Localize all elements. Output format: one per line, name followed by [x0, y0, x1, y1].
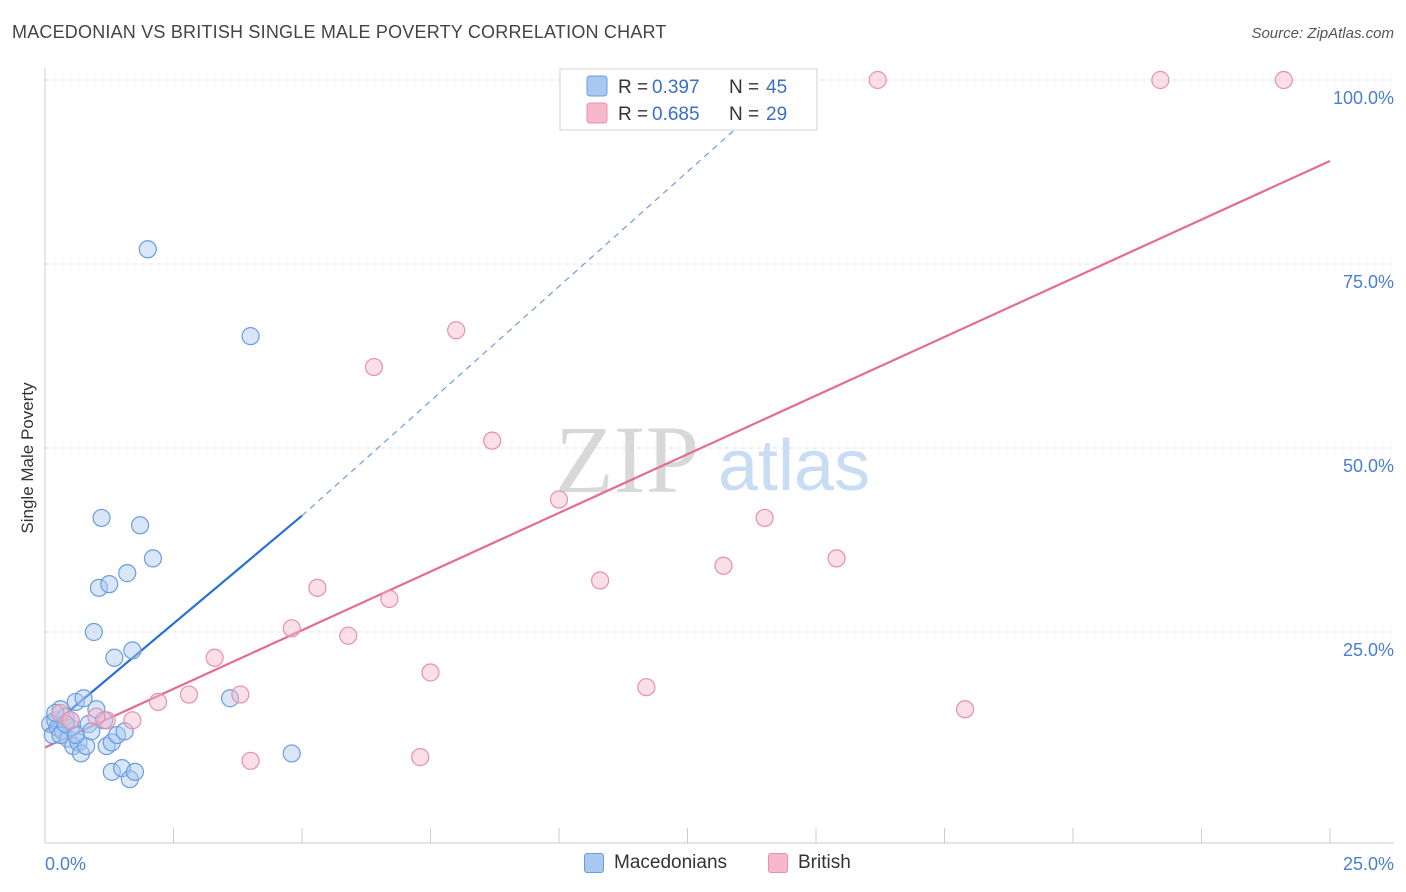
trend-lines	[44, 79, 1331, 749]
legend-r-value-1: 0.397	[652, 77, 700, 98]
legend-swatch-macedonians	[586, 75, 608, 97]
point-macedonians-20	[92, 508, 111, 528]
source-label: Source: ZipAtlas.com	[1251, 25, 1394, 42]
point-british-27	[1274, 70, 1293, 90]
point-british-6	[205, 648, 224, 667]
point-british-16	[447, 321, 466, 340]
point-british-15	[421, 663, 440, 682]
legend-r-value-2: 0.685	[652, 104, 700, 125]
point-macedonians-39	[282, 744, 301, 763]
trend-line-british	[44, 159, 1331, 749]
watermark-atlas: atlas	[718, 426, 870, 506]
point-british-17	[483, 431, 502, 450]
point-macedonians-26	[105, 648, 124, 667]
point-macedonians-35	[138, 240, 157, 259]
point-british-23	[827, 549, 846, 568]
y-tick-label-100: 100.0%	[1333, 88, 1394, 108]
legend-swatch-british-bottom	[768, 853, 788, 873]
legend-n-label-1: N =	[729, 77, 759, 98]
point-macedonians-36	[143, 549, 163, 568]
legend-n-value-2: 29	[766, 104, 787, 125]
point-british-21	[714, 556, 733, 575]
legend-r-label-1: R =	[618, 77, 648, 98]
legend-label-british: British	[798, 852, 851, 873]
legend-swatch-macedonians-bottom	[584, 853, 604, 873]
point-british-8	[241, 751, 260, 770]
point-macedonians-34	[130, 516, 150, 535]
point-british-14	[411, 748, 430, 767]
trend-line-macedonians	[44, 514, 303, 733]
point-british-25	[955, 700, 975, 719]
point-macedonians-33	[125, 762, 145, 781]
point-british-28	[87, 707, 106, 726]
point-macedonians-13	[74, 689, 93, 708]
point-british-24	[868, 70, 887, 90]
series-legend: Macedonians British	[0, 852, 1406, 878]
point-macedonians-40	[51, 725, 70, 745]
legend-label-macedonians: Macedonians	[614, 852, 728, 873]
point-british-10	[308, 578, 327, 597]
scatter-points	[41, 70, 1293, 789]
x-tick-label-min: 0.0%	[45, 854, 86, 874]
point-macedonians-17	[84, 622, 103, 642]
point-macedonians-15	[79, 714, 98, 734]
point-british-2	[97, 711, 116, 730]
y-tick-label-75: 75.0%	[1343, 272, 1394, 292]
y-tick-label-50: 50.0%	[1343, 456, 1394, 476]
point-macedonians-23	[100, 575, 119, 594]
point-british-26	[1151, 70, 1170, 90]
point-british-0	[51, 703, 70, 723]
legend-r-label-2: R =	[618, 104, 648, 125]
point-british-5	[179, 685, 199, 704]
point-british-1	[61, 711, 80, 730]
point-british-9	[282, 619, 301, 638]
point-british-19	[591, 571, 610, 590]
point-british-18	[549, 490, 569, 509]
stats-legend: R = 0.397 N = 45 R = 0.685 N = 29	[559, 68, 818, 131]
point-macedonians-37	[220, 689, 240, 708]
legend-swatch-british	[586, 102, 608, 124]
chart-title: MACEDONIAN VS BRITISH SINGLE MALE POVERT…	[12, 22, 667, 42]
point-british-22	[755, 508, 774, 528]
point-british-13	[380, 589, 399, 608]
legend-n-label-2: N =	[729, 104, 759, 125]
point-macedonians-19	[89, 578, 109, 597]
y-tick-labels: 25.0% 50.0% 75.0% 100.0%	[1333, 88, 1394, 660]
point-british-11	[339, 626, 358, 645]
x-tick-label-max: 25.0%	[1343, 854, 1394, 874]
point-macedonians-25	[102, 762, 121, 781]
point-macedonians-38	[241, 327, 260, 346]
point-british-12	[364, 357, 384, 377]
point-british-3	[123, 711, 142, 730]
point-macedonians-32	[123, 641, 142, 660]
y-tick-label-25: 25.0%	[1343, 640, 1394, 660]
point-british-4	[148, 692, 168, 712]
point-british-20	[637, 678, 656, 697]
legend-item-macedonians: Macedonians	[584, 852, 727, 874]
legend-item-british: British	[768, 852, 851, 874]
legend-n-value-1: 45	[766, 77, 787, 98]
point-british-7	[231, 685, 250, 704]
point-macedonians-30	[118, 564, 137, 583]
x-axis-ticks	[44, 828, 1331, 843]
gridlines	[45, 79, 1394, 633]
